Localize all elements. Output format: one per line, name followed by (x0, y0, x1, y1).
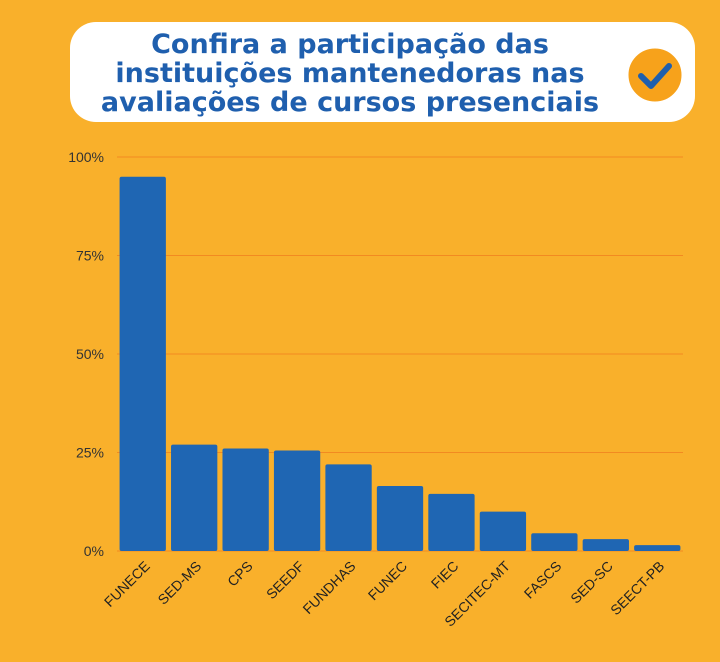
y-tick-label: 75% (76, 248, 104, 264)
x-tick-label: SEEDF (263, 558, 307, 602)
title-line-1: Confira a participação das (151, 29, 549, 60)
y-tick-label: 0% (84, 543, 104, 559)
x-tick-label: SED-SC (567, 558, 616, 607)
x-tick-label: FUNEC (365, 558, 410, 603)
title-box: Confira a participação das instituições … (70, 22, 695, 122)
x-tick-label: FIEC (428, 558, 462, 592)
checkmark-icon (625, 45, 685, 105)
bar (582, 539, 629, 551)
bar (428, 493, 475, 551)
bar (531, 533, 578, 551)
y-tick-label: 50% (76, 346, 104, 362)
x-tick-label: FUNDHAS (300, 558, 359, 617)
title-line-3: avaliações de cursos presenciais (100, 87, 600, 118)
bar (325, 464, 372, 551)
title-line-2: instituições mantenedoras nas (115, 58, 585, 89)
x-tick-label: SEECT-PB (607, 558, 667, 618)
bar (273, 450, 321, 551)
x-tick-label: CPS (224, 558, 256, 590)
bar (634, 545, 681, 551)
bar (479, 511, 527, 551)
bar (222, 448, 269, 551)
x-tick-label: FASCS (521, 558, 565, 602)
x-tick-label: SED-MS (154, 558, 204, 608)
y-tick-label: 100% (68, 149, 104, 165)
y-tick-label: 25% (76, 445, 104, 461)
bar (119, 176, 166, 551)
x-tick-label: FUNECE (101, 558, 153, 610)
chart-title: Confira a participação das instituições … (70, 30, 630, 117)
bar (171, 444, 218, 551)
bar (376, 485, 424, 551)
